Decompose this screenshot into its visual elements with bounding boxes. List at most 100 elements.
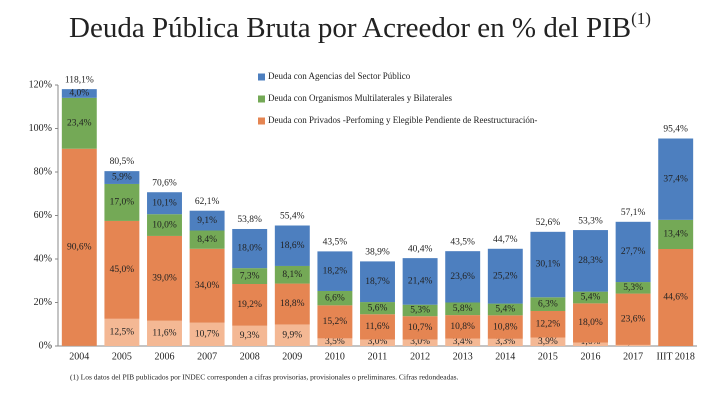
- legend-label: Deuda con Privados -Perfoming y Elegible…: [268, 115, 537, 125]
- y-tick-label: 80%: [34, 166, 52, 177]
- data-label: 27,7%: [621, 247, 646, 257]
- data-label: 11,6%: [365, 322, 389, 332]
- bar-segment: [530, 310, 566, 338]
- data-label: 5,4%: [581, 293, 601, 303]
- bar-segment: [445, 302, 481, 316]
- total-label: 40,4%: [408, 244, 433, 254]
- bar-segment: [104, 318, 140, 346]
- bar-segment: [147, 320, 182, 346]
- y-tick-label: 40%: [34, 253, 52, 264]
- data-label: 39,0%: [152, 274, 177, 284]
- bar-segment: [573, 342, 608, 346]
- x-tick-label: 2010: [325, 351, 345, 362]
- data-label: 5,4%: [495, 305, 515, 315]
- data-label: 3,5%: [325, 337, 345, 347]
- total-label: 52,6%: [536, 218, 561, 228]
- bar-segment: [530, 297, 566, 311]
- data-label: 23,6%: [450, 272, 475, 282]
- bar-segment: [658, 219, 694, 249]
- bar-segment: [232, 284, 268, 326]
- data-label: 15,2%: [323, 317, 348, 327]
- chart-title: Deuda Pública Bruta por Acreedor en % de…: [69, 9, 651, 44]
- bar-segment: [487, 303, 523, 316]
- total-label: 44,7%: [493, 235, 518, 245]
- data-label: 12,5%: [110, 328, 135, 338]
- y-tick-label: 60%: [34, 210, 52, 221]
- data-label: 10,0%: [152, 220, 177, 230]
- x-tick-label: 2014: [495, 351, 515, 362]
- legend-swatch: [258, 95, 265, 103]
- bar-segment: [573, 291, 608, 304]
- data-label: 18,7%: [365, 277, 390, 287]
- bar-segment: [147, 192, 182, 215]
- footnote: (1) Los datos del PIB publicados por IND…: [70, 373, 459, 382]
- bar-segment: [487, 315, 523, 339]
- total-label: 80,5%: [110, 157, 135, 167]
- data-label: 3,0%: [368, 337, 388, 347]
- bar-segment: [360, 339, 395, 346]
- data-label: 37,4%: [663, 174, 688, 184]
- x-tick-label: IIIT 2018: [656, 351, 694, 362]
- data-label: 9,9%: [282, 330, 302, 340]
- data-label: 8,4%: [197, 235, 217, 245]
- bar-segment: [360, 302, 395, 315]
- legend-swatch: [258, 73, 265, 81]
- total-label: 53,3%: [578, 216, 603, 226]
- data-label: 18,6%: [280, 241, 305, 251]
- data-label: 7,3%: [240, 271, 260, 281]
- bar-segment: [189, 248, 225, 323]
- bar-segment: [61, 97, 97, 149]
- data-label: 10,8%: [450, 322, 475, 332]
- data-label: 18,2%: [323, 266, 348, 276]
- bar-segment: [274, 225, 310, 266]
- data-label: 5,3%: [410, 306, 430, 316]
- bar-segment: [189, 210, 225, 231]
- data-label: 21,4%: [408, 277, 433, 287]
- bar-segment: [104, 183, 140, 221]
- bar-segment: [445, 251, 481, 303]
- data-label: 12,2%: [536, 319, 561, 329]
- data-label: 10,7%: [408, 323, 433, 333]
- data-label: 10,1%: [152, 198, 177, 208]
- bar-segment: [61, 89, 97, 98]
- bar-segment: [530, 337, 566, 346]
- bar-segment: [445, 315, 481, 339]
- total-label: 118,1%: [65, 75, 94, 85]
- bar-segment: [317, 290, 353, 306]
- x-tick-label: 2013: [453, 351, 473, 362]
- bar-segment: [573, 230, 608, 292]
- data-label: 30,1%: [536, 260, 561, 270]
- bar-segment: [147, 214, 182, 236]
- data-label: 5,8%: [453, 304, 473, 314]
- bar-segment: [189, 322, 225, 346]
- bar-segment: [615, 282, 651, 294]
- x-tick-label: 2015: [538, 351, 558, 362]
- data-label: 3,4%: [453, 337, 473, 347]
- data-label: 10,8%: [493, 322, 518, 332]
- data-label: 5,6%: [368, 303, 388, 313]
- bar-segment: [317, 251, 353, 291]
- bar-segment: [402, 339, 438, 346]
- bar-segment: [487, 248, 523, 304]
- legend-swatch: [258, 117, 265, 125]
- bar-segment: [61, 148, 97, 346]
- total-label: 57,1%: [621, 208, 646, 218]
- y-tick-label: 20%: [34, 297, 52, 308]
- total-label: 43,5%: [323, 238, 348, 248]
- bar-segment: [402, 304, 438, 317]
- data-label: 11,6%: [152, 329, 176, 339]
- bar-segment: [530, 231, 566, 298]
- bar-segment: [189, 230, 225, 249]
- data-label: 18,8%: [280, 299, 305, 309]
- bar-segment: [658, 248, 694, 346]
- bar-segment: [402, 258, 438, 305]
- total-label: 53,8%: [237, 215, 262, 225]
- data-label: 9,1%: [197, 216, 217, 226]
- x-tick-label: 2016: [581, 351, 601, 362]
- bar-segment: [402, 316, 438, 340]
- bar-segment: [445, 338, 481, 346]
- total-label: 62,1%: [195, 197, 220, 207]
- data-label: 13,4%: [663, 230, 688, 240]
- data-label: 28,3%: [578, 256, 603, 266]
